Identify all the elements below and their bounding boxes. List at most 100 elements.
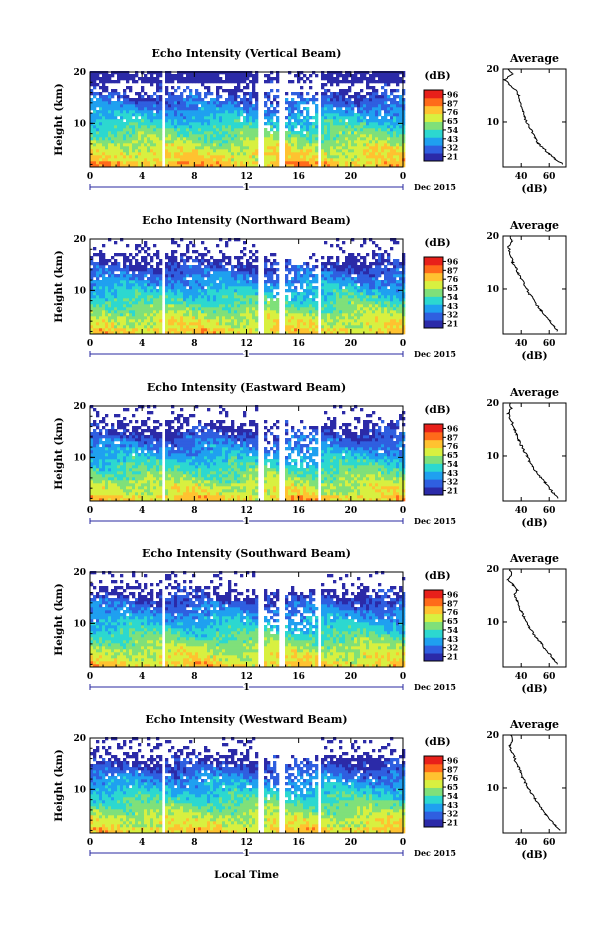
heatmap-cell (183, 80, 187, 84)
heatmap-cell (210, 146, 214, 150)
heatmap-cell (336, 161, 340, 165)
heatmap-cell (189, 313, 193, 317)
heatmap-cell (372, 289, 376, 293)
heatmap-cell (396, 155, 400, 159)
heatmap-cell (132, 307, 136, 311)
heatmap-cell (213, 301, 217, 305)
heatmap-cell (177, 164, 181, 168)
heatmap-cell (294, 149, 298, 153)
heatmap-cell (381, 80, 385, 84)
heatmap-cell (339, 319, 343, 323)
heatmap-cell (117, 74, 121, 78)
heatmap-cell (354, 289, 358, 293)
heatmap-cell (114, 104, 118, 108)
heatmap-cell (210, 140, 214, 144)
heatmap-cell (189, 113, 193, 117)
heatmap-cell (90, 322, 94, 326)
heatmap-cell (192, 131, 196, 135)
heatmap-cell (150, 164, 154, 168)
heatmap-cell (99, 158, 103, 162)
heatmap-cell (96, 280, 100, 284)
heatmap-cell (330, 107, 334, 111)
heatmap-cell (267, 280, 271, 284)
heatmap-cell (273, 137, 277, 141)
heatmap-cell (219, 328, 223, 332)
heatmap-cell (171, 328, 175, 332)
heatmap-cell (105, 149, 109, 153)
heatmap-cell (285, 116, 289, 120)
heatmap-cell (333, 298, 337, 302)
heatmap-cell (207, 319, 211, 323)
heatmap-cell (174, 304, 178, 308)
heatmap-cell (336, 95, 340, 99)
heatmap-cell (225, 292, 229, 296)
heatmap-cell (291, 292, 295, 296)
heatmap-cell (117, 128, 121, 132)
heatmap-cell (327, 328, 331, 332)
heatmap-cell (120, 319, 124, 323)
heatmap-cell (363, 283, 367, 287)
heatmap-cell (189, 107, 193, 111)
heatmap-cell (342, 277, 346, 281)
heatmap-cell (192, 295, 196, 299)
heatmap-cell (171, 277, 175, 281)
heatmap-cell (132, 143, 136, 147)
heatmap-cell (312, 116, 316, 120)
heatmap-cell (198, 265, 202, 269)
heatmap-cell (333, 322, 337, 326)
heatmap-cell (285, 319, 289, 323)
heatmap-cell (372, 322, 376, 326)
heatmap-cell (390, 158, 394, 162)
heatmap-cell (198, 116, 202, 120)
heatmap-cell (267, 149, 271, 153)
heatmap-cell (384, 113, 388, 117)
heatmap-cell (168, 113, 172, 117)
heatmap-cell (117, 77, 121, 81)
heatmap-cell (93, 152, 97, 156)
heatmap-cell (186, 325, 190, 329)
heatmap-cell (132, 316, 136, 320)
heatmap-cell (372, 140, 376, 144)
heatmap-cell (153, 152, 157, 156)
heatmap-cell (183, 304, 187, 308)
heatmap-cell (135, 119, 139, 123)
heatmap-cell (177, 304, 181, 308)
heatmap-cell (369, 95, 373, 99)
heatmap-cell (402, 304, 406, 308)
heatmap-cell (225, 319, 229, 323)
heatmap-cell (309, 304, 313, 308)
heatmap-cell (228, 328, 232, 332)
heatmap-cell (234, 307, 238, 311)
heatmap-cell (174, 143, 178, 147)
heatmap-cell (348, 289, 352, 293)
heatmap-cell (135, 104, 139, 108)
heatmap-cell (288, 164, 292, 168)
heatmap-cell (219, 158, 223, 162)
heatmap-cell (90, 280, 94, 284)
heatmap-cell (255, 307, 259, 311)
heatmap-cell (366, 301, 370, 305)
heatmap-cell (183, 322, 187, 326)
heatmap-cell (177, 322, 181, 326)
heatmap-cell (270, 152, 274, 156)
heatmap-cell (309, 274, 313, 278)
heatmap-cell (174, 149, 178, 153)
heatmap-cell (330, 92, 334, 96)
heatmap-cell (387, 137, 391, 141)
heatmap-cell (360, 280, 364, 284)
heatmap-cell (291, 316, 295, 320)
heatmap-cell (255, 134, 259, 138)
heatmap-cell (201, 319, 205, 323)
heatmap-cell (309, 152, 313, 156)
heatmap-cell (285, 298, 289, 302)
heatmap-cell (210, 328, 214, 332)
heatmap-cell (159, 331, 163, 335)
heatmap-cell (198, 319, 202, 323)
heatmap-cell (315, 319, 319, 323)
heatmap-cell (342, 325, 346, 329)
heatmap-cell (117, 137, 121, 141)
heatmap-cell (207, 280, 211, 284)
heatmap-cell (126, 143, 130, 147)
heatmap-cell (150, 295, 154, 299)
heatmap-cell (393, 98, 397, 102)
